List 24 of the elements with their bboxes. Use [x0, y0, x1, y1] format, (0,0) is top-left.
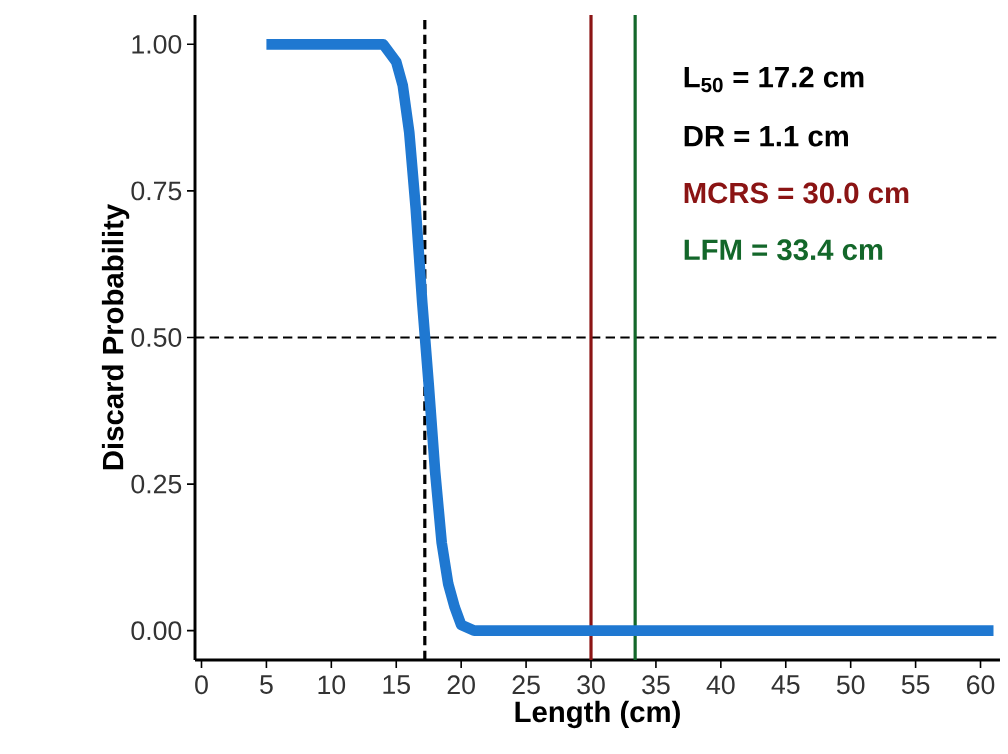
ref-line-label: LFM = 33.4 cm: [684, 239, 883, 261]
x-tick-label: 0: [195, 675, 208, 695]
y-tick-label: 0.75: [131, 181, 182, 201]
y-axis-title: Discard Probability: [101, 204, 130, 470]
x-tick-label: 45: [771, 675, 800, 694]
y-tick-label: 0.00: [131, 621, 182, 641]
y-tick-label: 1.00: [132, 34, 182, 54]
x-tick-label: 20: [447, 675, 475, 695]
x-tick-label: 35: [642, 675, 670, 695]
x-tick-label: 5: [260, 675, 273, 694]
x-tick-label: 30: [577, 675, 605, 695]
ref-line-label: L$_{50}$ = 17.2 cm: [684, 66, 864, 93]
x-tick-label: 10: [318, 675, 346, 695]
x-tick-label: 25: [512, 675, 540, 695]
annotation: DR = 1.1 cm: [684, 126, 848, 147]
y-tick-label: 0.50: [131, 328, 182, 347]
y-tick-label: 0.25: [131, 474, 182, 494]
x-tick-label: 40: [706, 675, 735, 695]
x-tick-label: 55: [901, 675, 930, 694]
x-tick-label: 15: [383, 675, 410, 694]
x-tick-label: 60: [967, 675, 995, 695]
x-tick-label: 50: [836, 675, 865, 695]
ref-line-label: MCRS = 30.0 cm: [684, 182, 909, 204]
x-axis-title: Length (cm): [515, 700, 680, 729]
